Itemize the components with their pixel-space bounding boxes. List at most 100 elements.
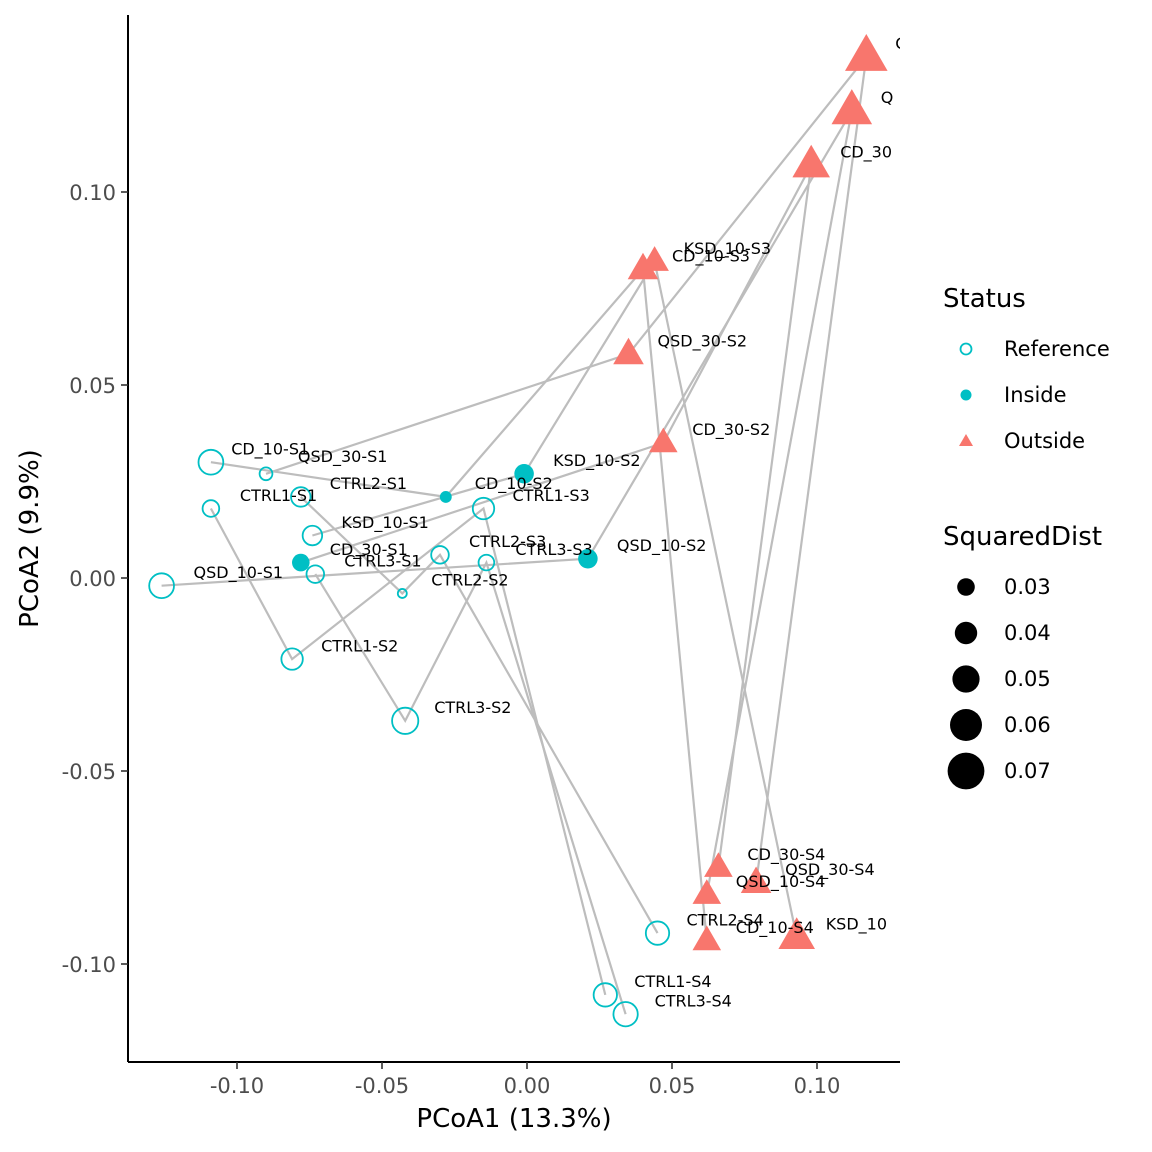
point-label-cd-10-s1: CD_10-S1 [231, 439, 309, 459]
point-ctrl3-s1 [305, 564, 326, 584]
legend-size-key-0-03 [957, 578, 975, 596]
legend-size-label: 0.07 [1004, 759, 1051, 783]
point-ctrl3-s4 [612, 1001, 639, 1028]
point-cd-30-s2 [649, 427, 678, 453]
x-tick-label: -0.10 [210, 1074, 264, 1098]
point-label-ctrl3-s4: CTRL3-S4 [655, 991, 732, 1010]
trajectory-line-3 [161, 110, 853, 895]
x-axis-title: PCoA1 (13.3%) [416, 1104, 611, 1134]
y-tick-label: -0.10 [62, 953, 116, 977]
point-ksd-10-s2 [514, 464, 534, 484]
legend-status-outside-key [959, 434, 973, 446]
legend-size-key-0-05 [952, 665, 980, 693]
point-label-ctrl2-s4: CTRL2-S4 [687, 910, 764, 929]
legend-size-key-0-04 [954, 621, 978, 645]
y-tick-label: 0.00 [69, 567, 116, 591]
point-label-cd-30-s1: CD_30-S1 [330, 540, 408, 560]
point-label-qsd-10-s2: QSD_10-S2 [617, 536, 707, 556]
legend-status-outside-label: Outside [1004, 429, 1085, 453]
point-label-qsd-10-s4: QSD_10-S4 [736, 872, 826, 892]
x-tick-label: -0.05 [355, 1074, 409, 1098]
point-ctrl2-s2 [396, 588, 408, 599]
point-qsd-30-s4 [740, 866, 772, 893]
legend-size-key-0-07 [947, 752, 985, 790]
legend: Status Reference Inside Outside SquaredDist 0… [943, 284, 1110, 790]
point-label-ctrl2-s1: CTRL2-S1 [330, 474, 407, 493]
point-label-ctrl2-s2: CTRL2-S2 [431, 571, 508, 590]
trajectory-line-4 [265, 53, 868, 884]
point-ctrl1-s3 [471, 496, 496, 521]
legend-size-label: 0.04 [1004, 621, 1051, 645]
point-qsd-10-s1 [148, 572, 175, 600]
point-label-ctrl1-s1: CTRL1-S1 [240, 486, 317, 505]
point-cd-30-s5 [845, 34, 888, 71]
axes: -0.10 -0.05 0.00 0.05 0.10 0.10 0.05 0.00 -0.05 -… [15, 15, 900, 1134]
trajectory-lines [161, 53, 868, 1015]
x-tick-label: 0.05 [649, 1074, 696, 1098]
point-label-ctrl1-s2: CTRL1-S2 [321, 636, 398, 655]
point-label-qsd-10-s1: QSD_10-S1 [194, 563, 284, 583]
point-label-ksd-10: KSD_10 [826, 914, 887, 934]
point-ctrl3-s3 [477, 553, 496, 572]
point-label-ksd-10-s2: KSD_10-S2 [553, 451, 640, 471]
point-label-ctrl3-s1: CTRL3-S1 [344, 551, 421, 570]
point-qsd-10-s2 [578, 548, 598, 569]
point-cd-30-s3 [792, 144, 830, 178]
point-label-q: Q [881, 88, 894, 107]
point-ctrl2-s4 [644, 920, 671, 946]
point-label-c: C [895, 34, 906, 53]
point-label-ksd-10-s1: KSD_10-S1 [341, 513, 428, 533]
legend-size-key-0-06 [950, 709, 982, 741]
trajectory-line-7 [300, 496, 659, 934]
point-qsd-30-s2 [613, 337, 644, 365]
y-tick-label: 0.05 [69, 374, 116, 398]
y-tick-label: -0.05 [62, 760, 116, 784]
legend-size-label: 0.05 [1004, 667, 1051, 691]
point-label-cd-10-s2: CD_10-S2 [475, 474, 553, 494]
point-qsd-30-s1 [258, 466, 274, 482]
point-label-ctrl1-s3: CTRL1-S3 [513, 486, 590, 505]
point-ksd-10-s4 [778, 917, 815, 949]
point-ctrl1-s2 [280, 647, 304, 671]
y-axis-title: PCoA2 (9.9%) [15, 449, 45, 628]
point-cd-10-s2 [439, 491, 452, 503]
trajectory-line-5 [312, 258, 798, 938]
point-cd-30-s1 [292, 553, 310, 572]
point-label-cd-30-s2: CD_30-S2 [692, 420, 770, 440]
legend-status-reference-key [959, 342, 973, 356]
point-label-cd-10-s3: CD_10-S3 [672, 246, 750, 266]
point-ctrl2-s3 [430, 545, 450, 565]
point-qsd-10-s3 [831, 89, 873, 125]
point-ksd-10-s3 [640, 246, 669, 271]
point-label-ctrl3-s3: CTRL3-S3 [515, 540, 592, 559]
x-tick-label: 0.00 [504, 1074, 551, 1098]
legend-status-reference-label: Reference [1004, 337, 1110, 361]
point-label-cd-30-s4: CD_30-S4 [747, 845, 825, 865]
trajectory-line-1 [210, 266, 708, 941]
point-label-ctrl1-s4: CTRL1-S4 [634, 972, 711, 991]
point-ctrl1-s1 [201, 499, 221, 518]
y-tick-label: 0.10 [69, 181, 116, 205]
point-ctrl3-s2 [391, 706, 420, 735]
point-ctrl2-s1 [290, 486, 312, 508]
point-label-qsd-30-s2: QSD_30-S2 [658, 331, 748, 351]
point-label-ctrl2-s3: CTRL2-S3 [469, 532, 546, 551]
point-ctrl1-s4 [592, 982, 618, 1008]
legend-status-inside-label: Inside [1004, 383, 1067, 407]
point-label-qsd-30-s1: QSD_30-S1 [298, 447, 388, 467]
legend-size-title: SquaredDist [943, 522, 1102, 552]
point-label-qsd-30-s4: QSD_30-S4 [785, 860, 875, 880]
point-label-ksd-10-s3: KSD_10-S3 [684, 239, 771, 259]
legend-size-label: 0.03 [1004, 575, 1051, 599]
point-qsd-10-s4 [692, 879, 722, 904]
point-ksd-10-s1 [301, 524, 324, 547]
point-cd-30-s4 [704, 852, 733, 877]
point-cd-10-s4 [692, 925, 722, 951]
x-tick-label: 0.10 [794, 1074, 841, 1098]
point-cd-10-s1 [197, 448, 225, 476]
legend-status-inside-key [960, 389, 972, 401]
trajectory-line-8 [314, 559, 627, 1015]
point-cd-10-s3 [627, 252, 659, 280]
